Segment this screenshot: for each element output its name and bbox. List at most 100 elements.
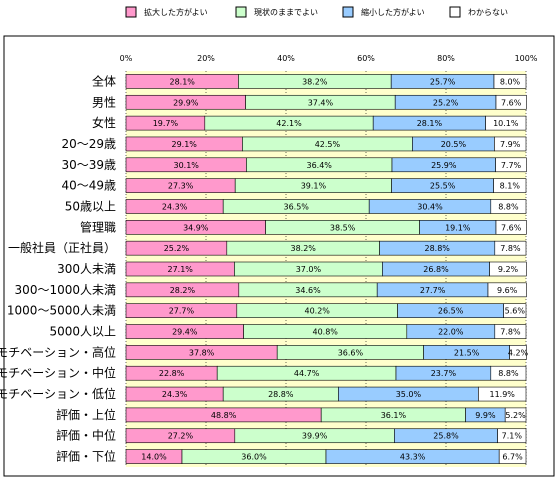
data-label-3-18: 6.7% [502,453,523,462]
category-label-11: 1000～5000人未満 [7,304,116,318]
data-label-1-17: 39.9% [302,432,328,441]
data-label-3-6: 8.8% [498,202,519,211]
x-tick-label-4: 80% [437,54,455,63]
x-tick-label-2: 40% [277,54,295,63]
category-label-14: モチベーション・中位 [0,365,116,380]
data-label-3-13: 4.2% [508,348,529,357]
category-label-12: 5000人以上 [49,325,116,339]
data-label-0-11: 27.7% [169,307,195,316]
data-label-3-5: 8.1% [500,182,521,191]
legend-label-0: 拡大した方がよい [144,7,208,17]
data-label-3-10: 9.6% [497,286,518,295]
category-label-3: 20～29歳 [61,137,116,151]
x-tick-label-1: 20% [197,54,215,63]
bar-segment-3-12 [494,324,527,339]
data-label-1-6: 36.5% [283,202,309,211]
data-label-3-15: 11.9% [489,390,515,399]
data-label-1-15: 28.8% [268,390,294,399]
data-label-0-17: 27.2% [168,432,194,441]
category-label-18: 評価・下位 [56,449,116,464]
bar-segment-3-15 [478,386,527,402]
data-label-2-15: 35.0% [396,390,422,399]
category-label-4: 30～39歳 [61,158,116,172]
legend-swatch-2 [342,6,354,18]
bar-segment-3-1 [495,94,527,110]
bar-segment-3-6 [490,199,527,214]
data-label-3-1: 7.6% [501,98,522,107]
legend-swatch-0 [125,6,137,18]
x-tick-label-5: 100% [515,54,538,63]
data-label-3-9: 9.2% [498,265,519,274]
bar-segment-3-9 [489,261,527,277]
bar-segment-3-3 [494,136,527,152]
data-label-1-16: 36.1% [381,411,407,420]
data-label-3-16: 5.2% [505,411,526,420]
data-label-2-1: 25.2% [433,98,459,107]
data-label-3-4: 7.7% [501,161,522,170]
category-label-1: 男性 [92,95,116,109]
bar-segment-3-5 [493,178,527,193]
x-tick-label-3: 60% [357,54,375,63]
data-label-2-9: 26.8% [423,265,449,274]
bar-segment-3-13 [509,345,527,360]
data-label-2-11: 26.5% [438,307,464,316]
bars: 28.1% 38.2% 25.7% 8.0% 29.9% 37.4% 25.2% 7.6% 19… [125,74,529,464]
data-label-2-0: 25.7% [430,77,456,86]
data-label-2-2: 28.1% [417,119,443,128]
data-label-2-12: 22.0% [438,328,464,337]
legend-label-1: 現状のままでよい [254,7,318,17]
legend-swatch-3 [449,6,461,18]
data-label-0-3: 29.1% [171,140,197,149]
x-axis-ticks: 0% 20% 40% 60% 80% 100% [120,54,538,63]
data-label-1-3: 42.5% [315,140,341,149]
data-label-3-0: 8.0% [500,77,521,86]
bar-segment-3-17 [497,428,527,444]
x-tick-label-0: 0% [120,54,133,63]
data-label-0-6: 24.3% [162,202,188,211]
bar-segment-3-10 [487,282,527,298]
data-label-3-11: 5.6% [505,307,526,316]
data-label-3-7: 7.6% [501,223,522,232]
data-label-0-9: 27.1% [167,265,193,274]
category-label-5: 40～49歳 [61,179,116,193]
data-label-3-3: 7.9% [500,140,521,149]
data-label-3-12: 7.8% [500,328,521,337]
category-label-10: 300～1000人未満 [15,283,116,297]
bar-segment-3-16 [504,407,527,423]
data-label-2-3: 20.5% [441,140,467,149]
data-label-2-14: 23.7% [431,369,457,378]
category-label-8: 一般社員（正社員） [8,240,116,255]
bar-segment-3-0 [493,74,527,89]
data-label-0-12: 29.4% [172,328,198,337]
data-label-3-17: 7.1% [502,432,523,441]
data-label-2-5: 25.5% [430,182,456,191]
data-label-3-14: 8.8% [498,369,519,378]
data-label-2-8: 28.8% [424,244,450,253]
data-label-2-13: 21.5% [454,348,480,357]
data-label-1-13: 36.6% [338,348,364,357]
data-label-1-1: 37.4% [308,98,334,107]
data-label-0-5: 27.3% [168,182,194,191]
category-label-6: 50歳以上 [65,199,116,213]
data-label-0-13: 37.8% [189,348,215,357]
category-label-13: モチベーション・高位 [0,344,116,359]
legend-swatch-1 [235,6,247,18]
data-label-1-11: 40.2% [304,307,330,316]
data-label-1-14: 44.7% [294,369,320,378]
data-label-1-4: 36.4% [306,161,332,170]
data-label-1-12: 40.8% [312,328,338,337]
data-label-0-14: 22.8% [159,369,185,378]
data-label-0-4: 30.1% [173,161,199,170]
bar-segment-3-18 [498,449,527,464]
bar-segment-3-14 [490,365,527,381]
data-label-2-17: 25.8% [433,432,459,441]
data-label-0-10: 28.2% [170,286,196,295]
bar-segment-3-11 [503,303,527,318]
category-label-17: 評価・中位 [56,428,116,443]
data-label-2-18: 43.3% [400,453,426,462]
data-label-2-16: 9.9% [475,411,496,420]
data-label-1-7: 38.5% [330,223,356,232]
data-label-0-1: 29.9% [173,98,199,107]
